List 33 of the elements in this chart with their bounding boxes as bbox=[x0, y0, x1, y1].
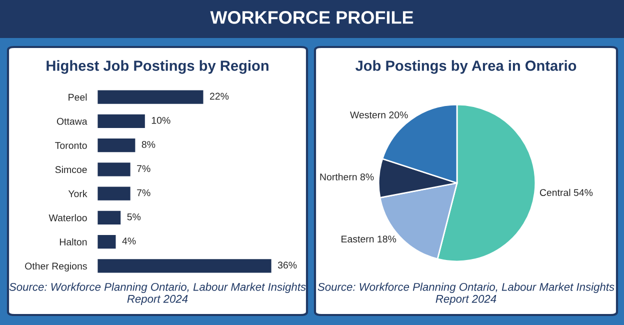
data-label: 7% bbox=[137, 189, 150, 196]
source-note: Source: Workforce Planning Ontario, Labour Market Insights Report 2024 bbox=[9, 282, 306, 305]
chart-title: Job Postings by Area in Ontario bbox=[355, 60, 576, 74]
y-tick-label: Halton bbox=[60, 238, 87, 246]
bar bbox=[97, 137, 137, 154]
y-tick-label: Other Regions bbox=[25, 262, 87, 272]
slice-label: Eastern 18% bbox=[342, 236, 396, 242]
bar bbox=[97, 88, 205, 106]
data-label: 22% bbox=[210, 92, 229, 100]
data-label: 36% bbox=[278, 262, 297, 269]
slice-label: Western 20% bbox=[350, 111, 408, 118]
data-label: 5% bbox=[127, 213, 141, 220]
data-label: 7% bbox=[137, 165, 150, 172]
bar bbox=[97, 113, 146, 130]
y-tick-label: Peel bbox=[68, 94, 87, 101]
data-label: 8% bbox=[142, 141, 156, 148]
data-label: 10% bbox=[152, 116, 170, 124]
bar bbox=[97, 185, 132, 202]
bar bbox=[97, 234, 118, 250]
y-tick-label: Toronto bbox=[55, 142, 87, 149]
bar bbox=[97, 258, 272, 274]
y-tick-label: Ottawa bbox=[56, 118, 88, 125]
text: WORKFORCE PROFILE bbox=[210, 11, 414, 24]
y-tick-label: York bbox=[68, 190, 88, 198]
source-note: Source: Workforce Planning Ontario, Labour Market Insights Report 2024 bbox=[318, 282, 614, 305]
slice-label: Northern 8% bbox=[320, 173, 374, 180]
bar bbox=[97, 161, 132, 178]
chart-title: Highest Job Postings by Region bbox=[46, 60, 268, 74]
slice-label: Central 54% bbox=[540, 188, 593, 196]
y-tick-label: Waterloo bbox=[48, 214, 87, 222]
y-tick-label: Simcoe bbox=[55, 166, 87, 174]
data-label: 4% bbox=[122, 238, 136, 244]
bar bbox=[97, 210, 122, 226]
